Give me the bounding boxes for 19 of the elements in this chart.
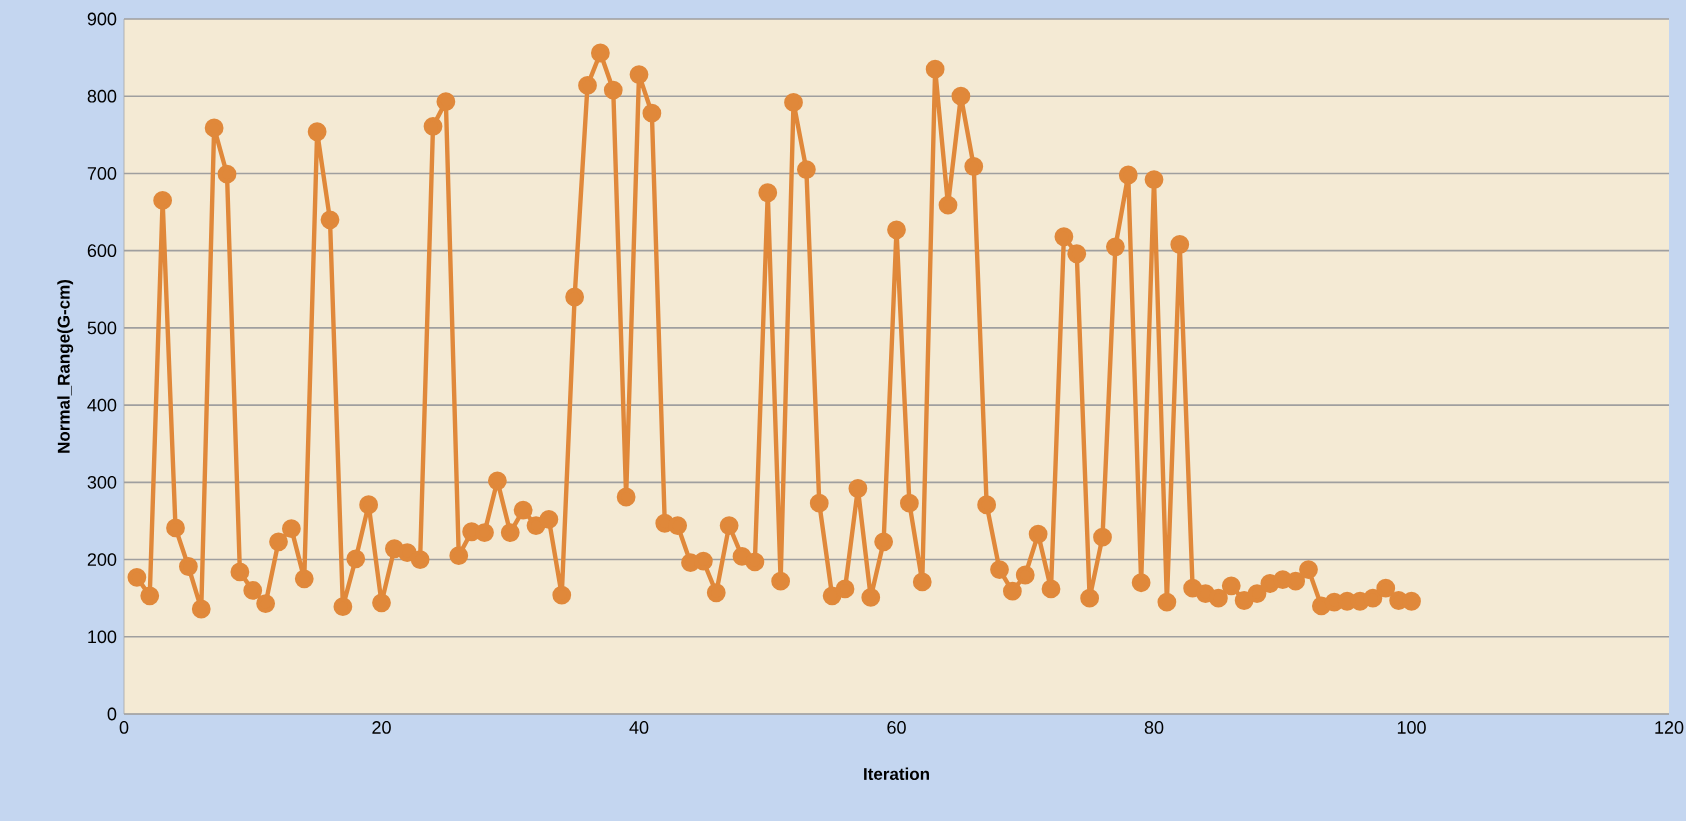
y-tick-label: 600: [87, 244, 117, 258]
y-tick-label: 500: [87, 321, 117, 335]
x-tick-label: 20: [372, 721, 391, 734]
y-tick-label: 200: [87, 553, 117, 566]
y-tick-label: 0: [107, 707, 117, 721]
y-tick-label: 400: [87, 398, 117, 412]
y-tick-label: 800: [87, 89, 117, 103]
y-tick-label: 100: [88, 630, 117, 644]
y-tick-label: 700: [87, 167, 117, 180]
x-tick-label: 40: [629, 721, 649, 734]
y-axis-title: Normal_Range(G-cm): [57, 280, 74, 453]
x-tick-label: 0: [119, 721, 129, 734]
x-tick-label: 60: [887, 721, 906, 734]
y-tick-label: 900: [87, 12, 117, 26]
x-tick-label: 80: [1144, 721, 1164, 734]
x-tick-label: 100: [1397, 721, 1426, 734]
y-tick-label: 300: [87, 475, 117, 489]
x-tick-label: 120: [1655, 721, 1684, 734]
x-axis-title: Iteration: [864, 767, 929, 781]
